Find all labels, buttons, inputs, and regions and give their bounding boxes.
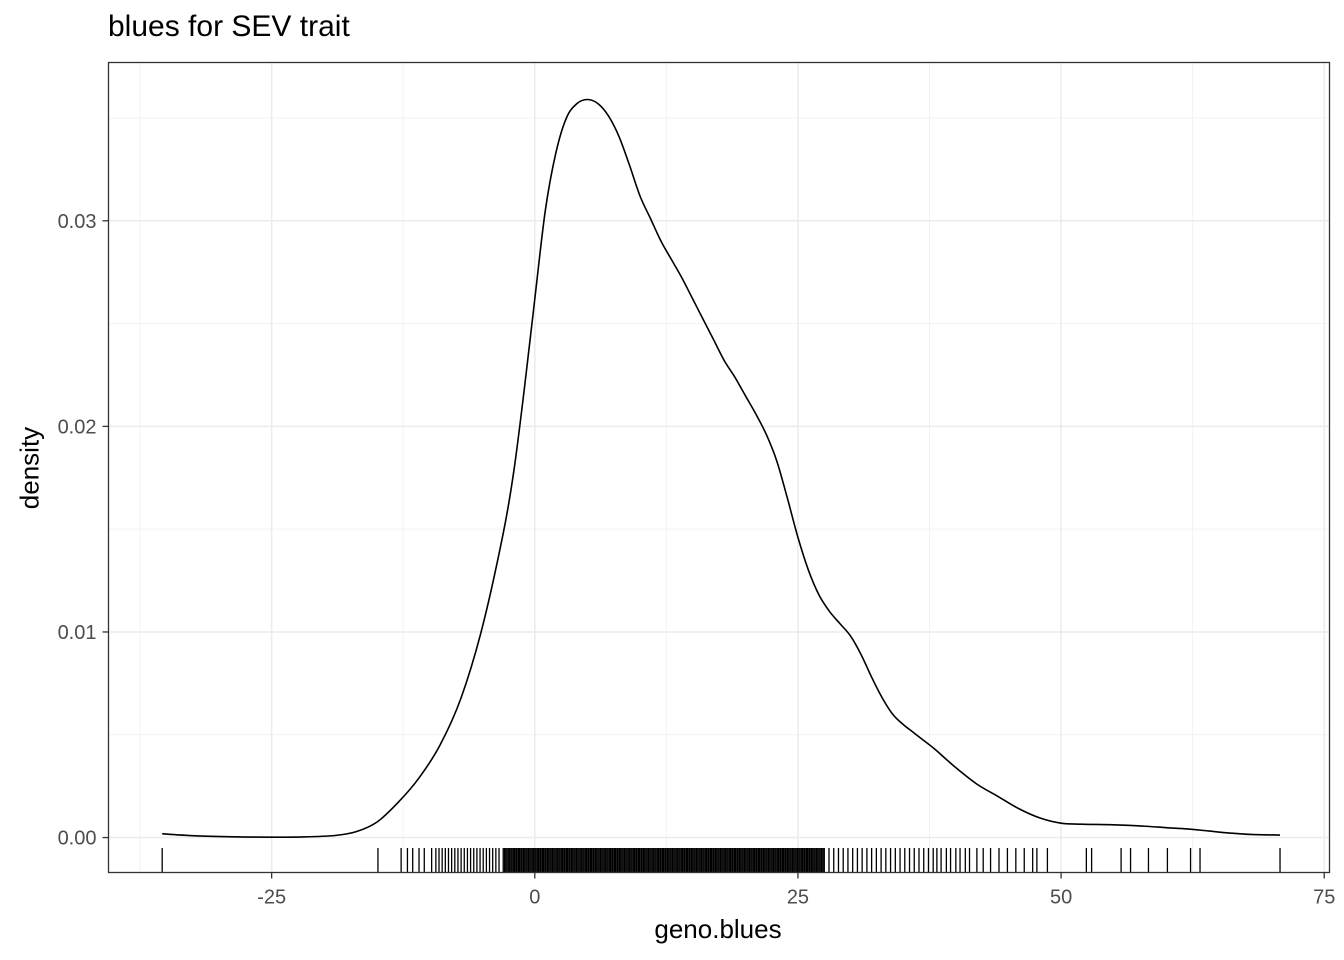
plot-panel-border — [107, 61, 1331, 874]
plot-panel-background — [108, 62, 1330, 873]
x-tick-label: 50 — [1050, 887, 1072, 909]
y-tick-label: 0.02 — [58, 416, 97, 438]
grid-major — [108, 62, 1330, 873]
x-axis-ticks: -25 0 25 50 75 — [257, 872, 1335, 909]
x-tick-label: 25 — [787, 887, 809, 909]
y-tick-label: 0.01 — [58, 622, 97, 644]
y-axis-label: density — [14, 426, 45, 510]
density-curve — [162, 98, 1281, 838]
x-tick-label: 0 — [529, 887, 540, 909]
grid-minor — [108, 62, 1330, 873]
y-tick-label: 0.00 — [58, 828, 97, 850]
chart-title: blues for SEV trait — [108, 10, 350, 43]
x-tick-label: 75 — [1313, 887, 1335, 909]
y-tick-label: 0.03 — [58, 211, 97, 233]
rug-marks — [161, 848, 1281, 873]
y-axis-ticks: 0.00 0.01 0.02 0.03 — [58, 211, 109, 850]
x-tick-label: -25 — [257, 887, 286, 909]
x-axis-label: geno.blues — [654, 914, 782, 944]
